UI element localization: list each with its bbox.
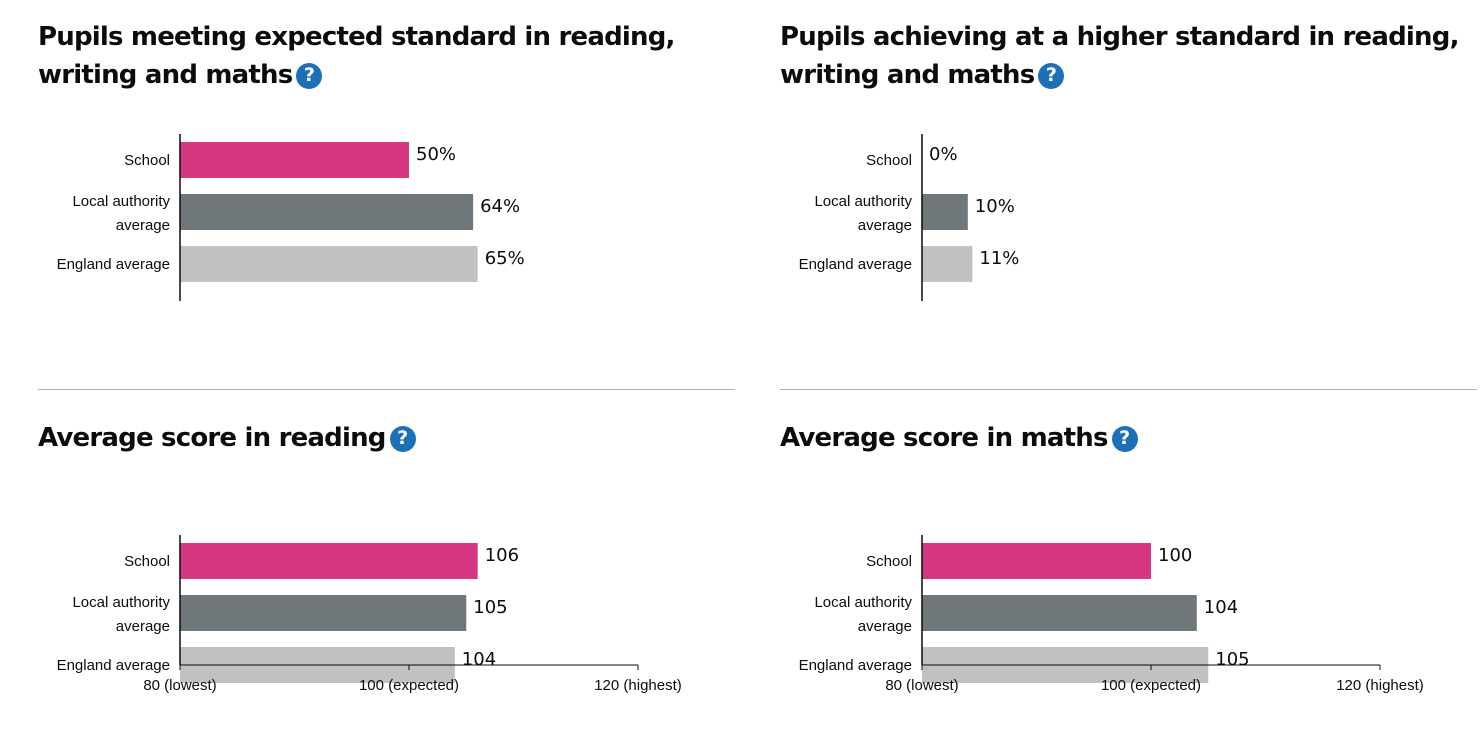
bar-local-authority: [922, 595, 1197, 631]
category-label-local-authority: average: [116, 217, 170, 234]
chart-title: Pupils achieving at a higher standard in…: [780, 22, 1459, 90]
x-tick-label: 120 (highest): [1336, 677, 1424, 694]
data-label-school: 50%: [416, 144, 456, 165]
bar-local-authority: [180, 194, 474, 230]
question-circle-icon[interactable]: ?: [296, 62, 323, 89]
x-tick-label: 80 (lowest): [885, 677, 958, 694]
category-label-school: School: [866, 553, 912, 570]
data-label-school: 106: [485, 545, 519, 566]
chart-maths-score: 100 School 104 Local authority average 105 Eng…: [799, 535, 1424, 694]
question-circle-icon[interactable]: ?: [1038, 62, 1065, 89]
category-label-england: England average: [799, 256, 912, 273]
chart-panel-reading-score: Average score in reading? 106 School 105 Lo…: [38, 419, 738, 749]
data-label-local-authority: 64%: [480, 196, 520, 217]
bar-school: [180, 142, 409, 178]
bar-local-authority: [922, 194, 968, 230]
bar-local-authority: [180, 595, 467, 631]
x-tick-label: 100 (expected): [1101, 677, 1201, 694]
x-tick-label: 120 (highest): [594, 677, 682, 694]
question-circle-icon[interactable]: ?: [1111, 425, 1138, 452]
category-label-local-authority: Local authority: [72, 594, 170, 611]
chart-panel-expected-standard: Pupils meeting expected standard in read…: [38, 18, 738, 348]
question-circle-icon[interactable]: ?: [389, 425, 416, 452]
chart-panel-maths-score: Average score in maths? 100 School 104 Loca…: [780, 419, 1480, 749]
category-label-school: School: [124, 152, 170, 169]
category-label-local-authority: average: [858, 618, 912, 635]
chart-title: Average score in maths?: [780, 419, 1470, 457]
bar-england: [180, 246, 478, 282]
data-label-school: 100: [1158, 545, 1192, 566]
data-label-england: 65%: [485, 248, 525, 269]
category-label-school: School: [866, 152, 912, 169]
category-label-local-authority: average: [858, 217, 912, 234]
category-label-england: England average: [57, 256, 170, 273]
x-tick-label: 100 (expected): [359, 677, 459, 694]
chart-reading-score: 106 School 105 Local authority average 104 Eng…: [57, 535, 682, 694]
category-label-local-authority: Local authority: [814, 594, 912, 611]
chart-panel-higher-standard: Pupils achieving at a higher standard in…: [780, 18, 1480, 348]
category-label-local-authority: Local authority: [72, 193, 170, 210]
category-label-school: School: [124, 553, 170, 570]
chart-title: Average score in reading?: [38, 419, 728, 457]
x-tick-label: 80 (lowest): [143, 677, 216, 694]
bar-school: [922, 543, 1151, 579]
bar-school: [180, 543, 478, 579]
category-label-local-authority: Local authority: [814, 193, 912, 210]
category-label-local-authority: average: [116, 618, 170, 635]
chart-expected-standard: 50% School 64% Local authority average 65% Eng…: [57, 134, 525, 301]
data-label-local-authority: 105: [473, 597, 507, 618]
data-label-england: 105: [1215, 649, 1249, 670]
section-divider: [780, 389, 1477, 390]
bar-england: [922, 246, 973, 282]
data-label-england: 104: [462, 649, 496, 670]
category-label-england: England average: [799, 657, 912, 674]
chart-title: Pupils meeting expected standard in read…: [38, 22, 675, 90]
data-label-local-authority: 10%: [975, 196, 1015, 217]
section-divider: [38, 389, 735, 390]
data-label-local-authority: 104: [1204, 597, 1238, 618]
chart-higher-standard: 0% School 10% Local authority average 11% Engl…: [799, 134, 1019, 301]
data-label-school: 0%: [929, 144, 958, 165]
data-label-england: 11%: [979, 248, 1019, 269]
category-label-england: England average: [57, 657, 170, 674]
